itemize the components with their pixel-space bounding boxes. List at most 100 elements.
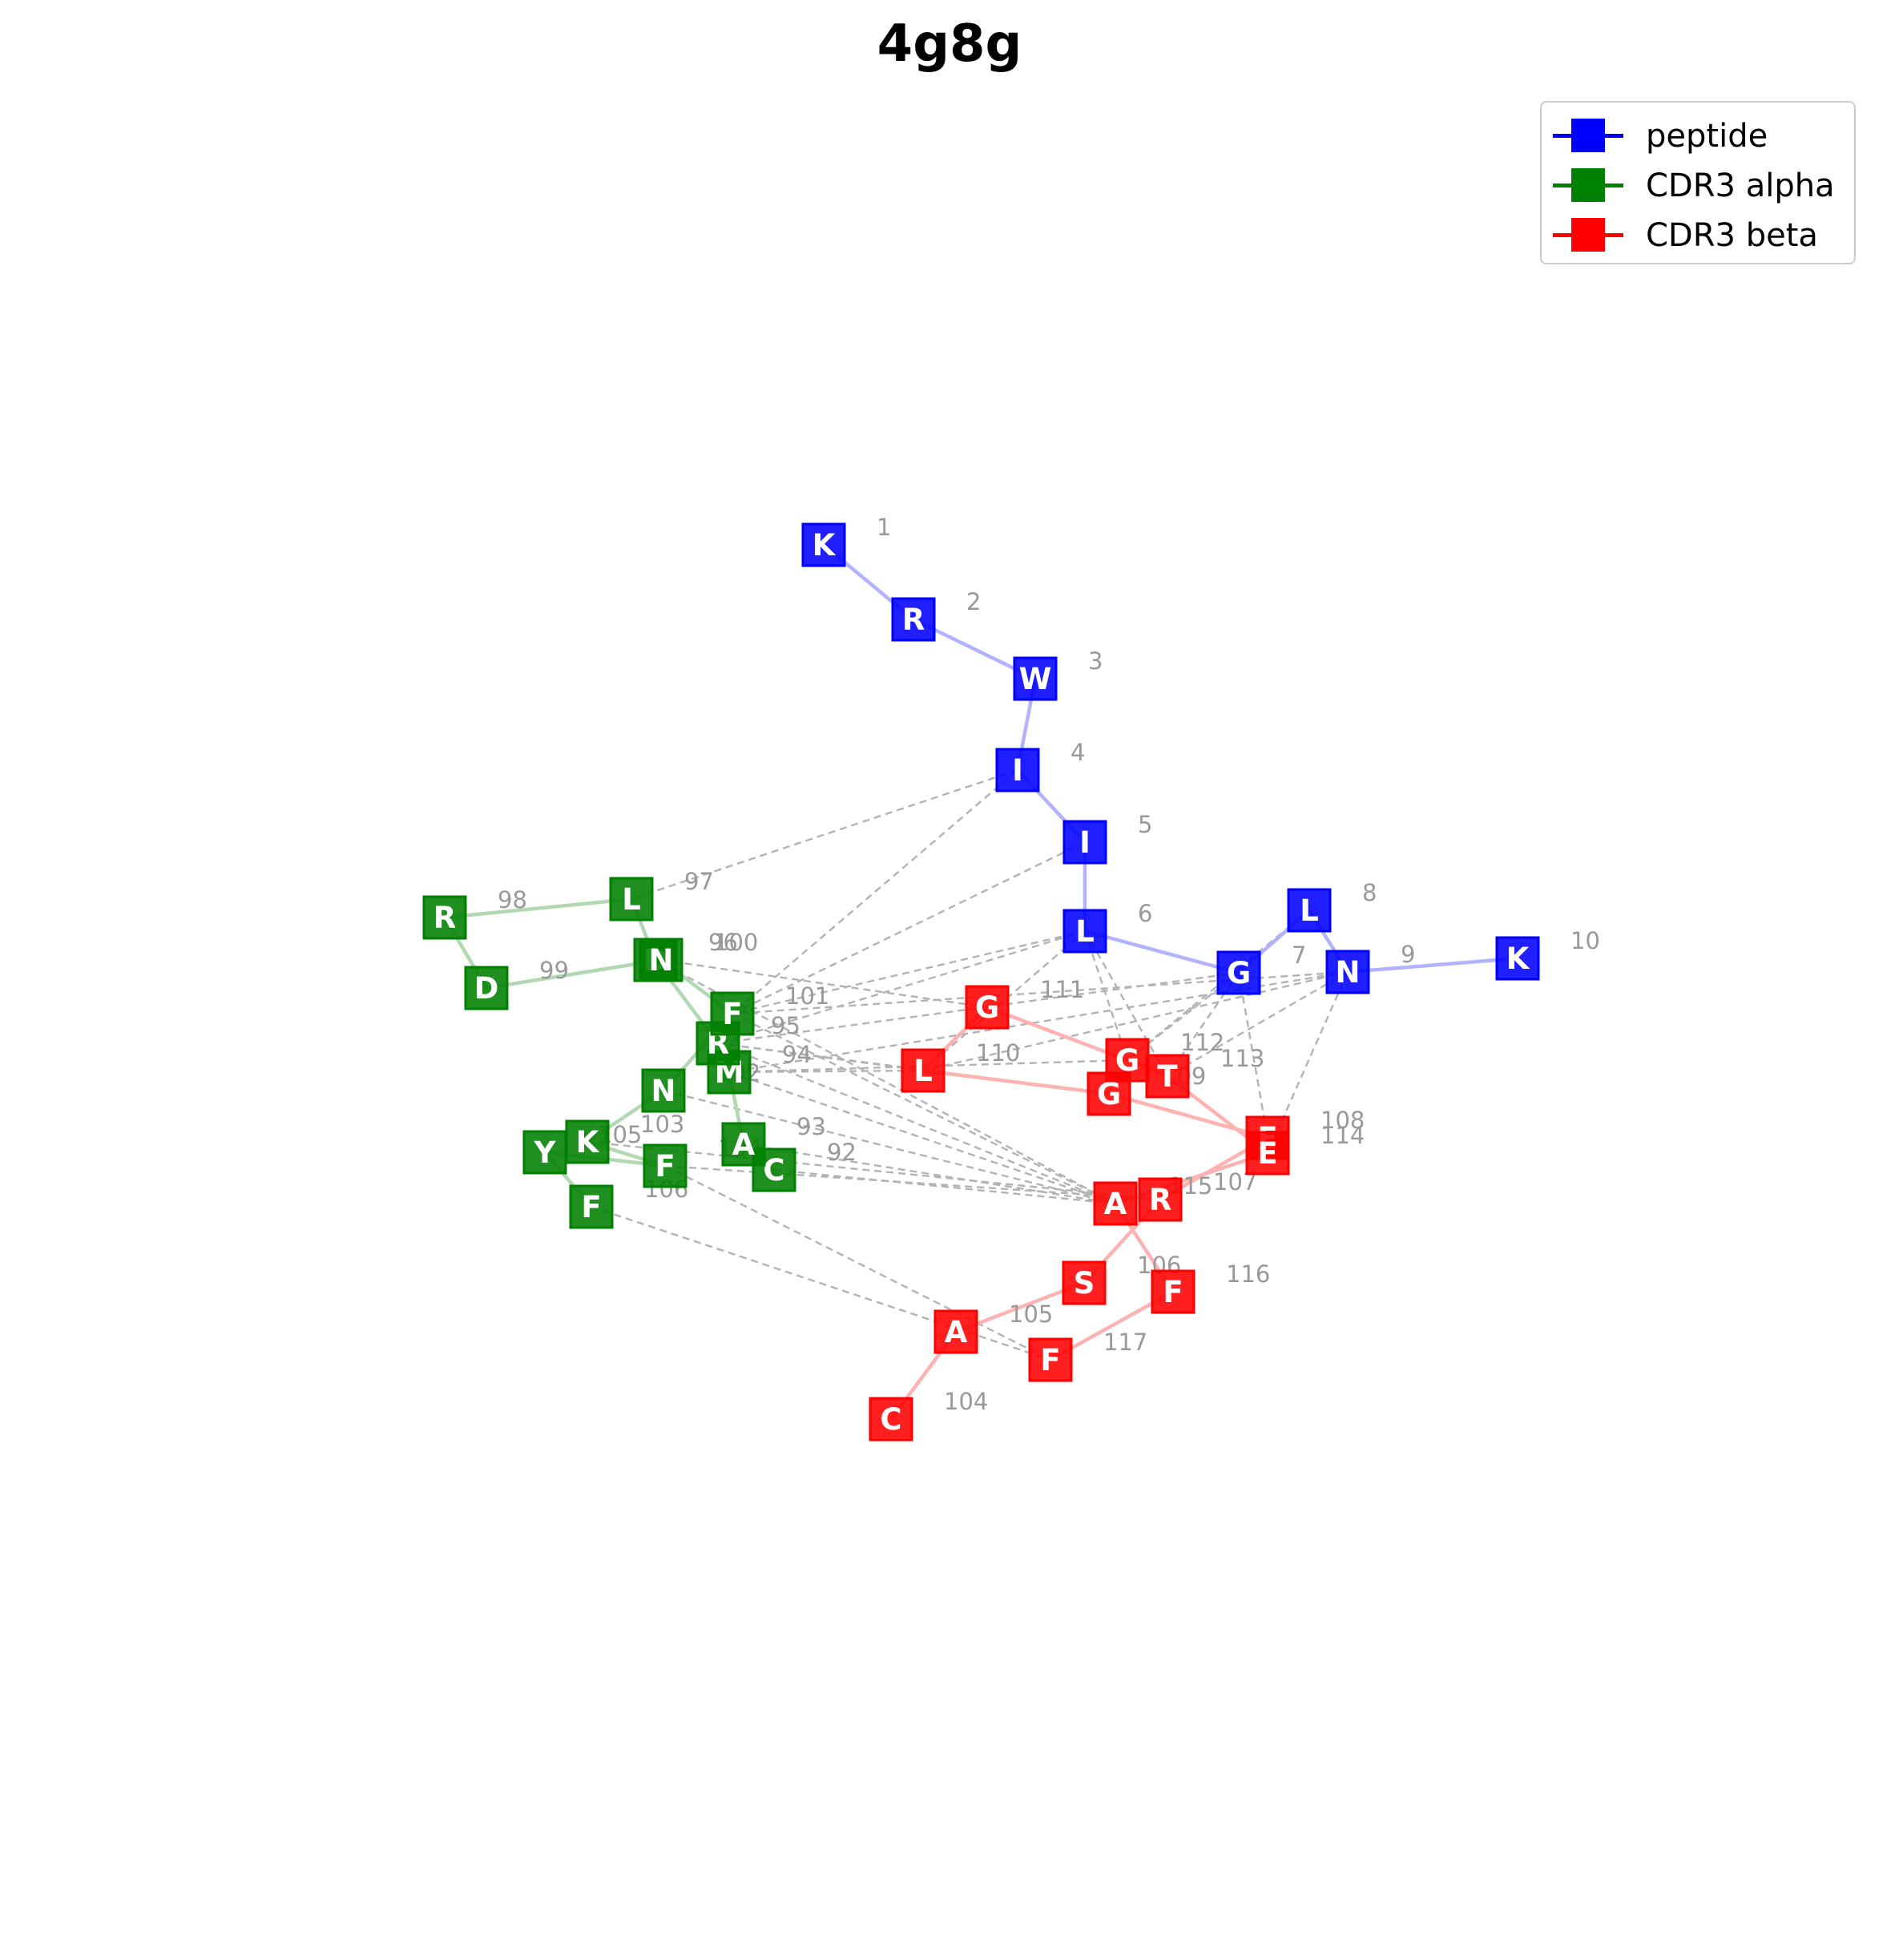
contact-edge-a104-b117	[664, 1164, 1051, 1361]
residue-node-a97: L	[609, 877, 654, 922]
residue-number-b114: 114	[1320, 1122, 1365, 1149]
residue-letter-a92: C	[763, 1153, 784, 1188]
residue-letter-a99: D	[474, 971, 499, 1006]
contact-edge-p7-b113	[1167, 972, 1240, 1077]
legend-item-peptide: peptide	[1542, 112, 1854, 160]
contact-edge-a92-b115	[773, 1168, 1116, 1205]
contact-edge-p5-a101	[732, 841, 1086, 1015]
residue-letter-b114: E	[1257, 1136, 1277, 1171]
residue-node-b113: T	[1145, 1054, 1190, 1099]
legend-item-cdr3-beta: CDR3 beta	[1542, 212, 1854, 260]
contact-edge-p6-b113	[1083, 930, 1169, 1077]
residue-node-b112: G	[1105, 1038, 1150, 1083]
residue-box-b105	[933, 1309, 978, 1354]
residue-letter-b106: S	[1074, 1266, 1095, 1301]
residue-node-b114: E	[1245, 1131, 1290, 1176]
contact-edge-p9-b114	[1266, 971, 1349, 1154]
backbone-edge-a97-a98	[444, 897, 632, 920]
residue-node-a101: F	[710, 991, 755, 1036]
residue-letter-a103: K	[576, 1125, 600, 1159]
residue-number-p4: 4	[1070, 739, 1085, 766]
residue-letter-p9: N	[1336, 955, 1361, 990]
contact-edge-a106-b117	[591, 1205, 1051, 1361]
residue-letter-p2: R	[902, 603, 925, 637]
contact-edge-p7-b108	[1237, 972, 1269, 1139]
residue-letter-p1: K	[812, 528, 837, 563]
residue-number-b105: 105	[1009, 1301, 1053, 1328]
backbone-edge-b111-b112	[986, 1005, 1128, 1063]
residue-number-a94: 94	[782, 1041, 812, 1068]
residue-number-a97: 97	[684, 868, 714, 895]
contact-edge-p4-a101	[732, 769, 1018, 1014]
legend-label-peptide: peptide	[1646, 118, 1768, 155]
residue-number-p6: 6	[1138, 900, 1152, 927]
residue-letter-b117: F	[1040, 1343, 1060, 1377]
contact-edge-p9-b113	[1167, 970, 1349, 1078]
residue-node-p9: N	[1325, 950, 1370, 994]
residue-node-a99: D	[464, 966, 509, 1010]
residue-node-b107: R	[1138, 1177, 1183, 1222]
residue-node-b110: L	[901, 1048, 945, 1093]
residue-number-a93: 93	[796, 1113, 826, 1140]
residue-letter-b110: L	[913, 1054, 933, 1088]
residue-node-p10: K	[1495, 936, 1540, 981]
backbone-edge-b109-b110	[922, 1068, 1110, 1096]
residue-letter-b109: G	[1097, 1077, 1121, 1111]
residue-node-a106: F	[569, 1184, 614, 1229]
contact-edge-a93-b115	[743, 1143, 1116, 1205]
legend-label-cdr3-alpha: CDR3 alpha	[1646, 167, 1835, 204]
residue-letter-p8: L	[1300, 893, 1319, 928]
residue-number-b111: 111	[1040, 976, 1084, 1003]
residue-number-a96: 96	[708, 929, 738, 956]
contact-edge-p4-a97	[631, 768, 1018, 901]
residue-letter-b107: R	[1149, 1183, 1172, 1217]
residue-number-p1: 1	[877, 514, 891, 541]
residue-node-p5: I	[1062, 820, 1107, 865]
legend-item-cdr3-alpha: CDR3 alpha	[1542, 162, 1854, 210]
residue-box-b114	[1245, 1131, 1290, 1176]
residue-number-b112: 112	[1180, 1029, 1224, 1056]
contact-edge-a104-b107	[664, 1164, 1161, 1201]
legend-marker-cdr3-alpha	[1571, 168, 1605, 202]
residue-node-b117: F	[1028, 1337, 1073, 1382]
residue-box-a103	[565, 1119, 610, 1164]
residue-letter-a93: A	[732, 1127, 756, 1162]
residue-number-p5: 5	[1138, 811, 1152, 838]
residue-node-p6: L	[1062, 909, 1107, 954]
residue-number-a95: 95	[771, 1012, 800, 1039]
residue-node-b111: G	[965, 985, 1010, 1030]
residue-node-a104: F	[643, 1143, 687, 1188]
residue-letter-a101: F	[722, 997, 742, 1031]
residue-box-p10	[1495, 936, 1540, 981]
residue-node-p2: R	[891, 597, 936, 642]
residue-node-a93: A	[721, 1122, 766, 1167]
residue-node-b116: F	[1151, 1269, 1195, 1314]
residue-box-a104	[643, 1143, 687, 1188]
residue-number-p10: 10	[1570, 927, 1600, 954]
residue-box-a97	[609, 877, 654, 922]
contact-edge-a95-b110	[717, 1042, 924, 1072]
residue-letter-a100: N	[649, 943, 674, 978]
residue-node-p4: I	[995, 748, 1040, 792]
residue-letter-a104: F	[655, 1149, 675, 1184]
residue-number-b108: 108	[1320, 1107, 1365, 1134]
residue-letter-a105: Y	[534, 1135, 557, 1170]
residue-node-a103: K	[565, 1119, 610, 1164]
residue-box-a105	[522, 1130, 567, 1175]
residue-box-a93	[721, 1122, 766, 1167]
residue-node-b105: A	[933, 1309, 978, 1354]
residue-box-p3	[1013, 656, 1058, 701]
residue-box-b116	[1151, 1269, 1195, 1314]
residue-number-a92: 92	[827, 1139, 857, 1166]
legend-marker-cdr3-beta	[1571, 218, 1605, 252]
residue-letter-p6: L	[1075, 914, 1095, 949]
residue-number-a98: 98	[498, 886, 527, 913]
residue-node-b115: A	[1093, 1181, 1138, 1226]
residue-number-p8: 8	[1362, 879, 1377, 906]
residue-box-a101	[710, 991, 755, 1036]
diagram-title: 4g8g	[877, 14, 1022, 74]
residue-letter-p4: I	[1012, 753, 1023, 788]
residue-box-a99	[464, 966, 509, 1010]
residue-letter-p5: I	[1079, 825, 1091, 860]
